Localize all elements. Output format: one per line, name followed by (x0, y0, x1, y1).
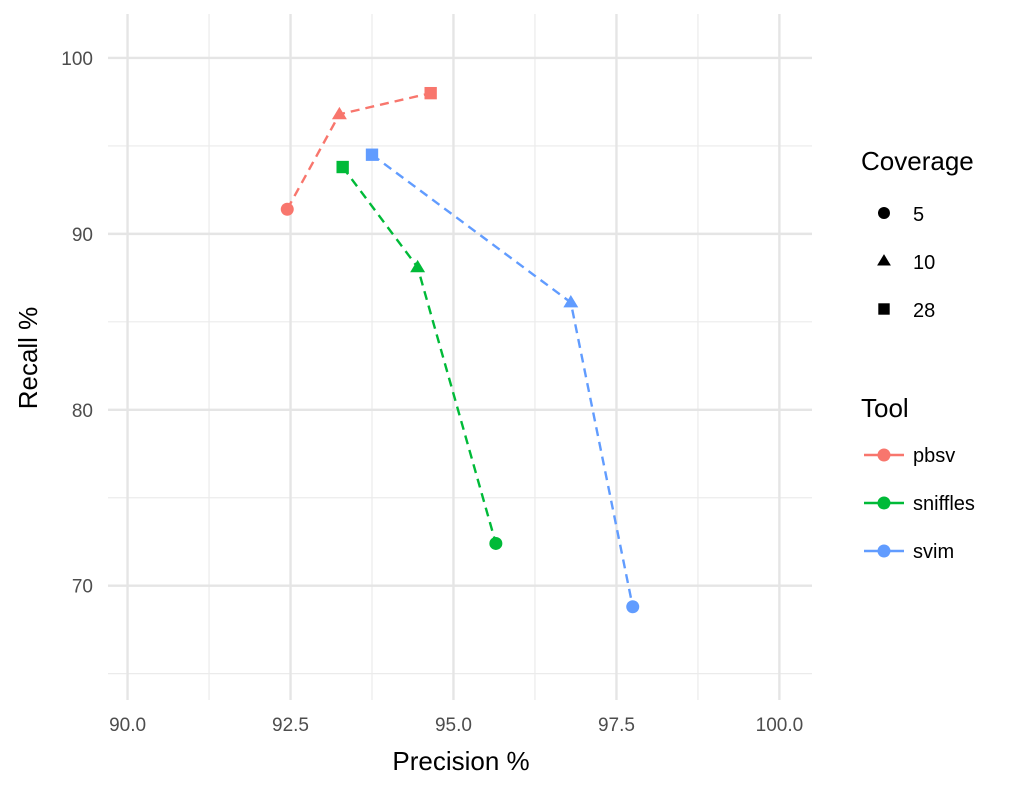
tool-legend-key-sniffles (864, 496, 904, 510)
data-point-sniffles-cov5 (489, 536, 503, 550)
tool-legend-label: sniffles (913, 493, 975, 515)
data-point-pbsv-cov28 (424, 86, 437, 100)
data-point-sniffles-cov28 (336, 160, 349, 174)
x-tick-label: 97.5 (598, 715, 635, 736)
x-tick-label: 100.0 (756, 715, 804, 736)
x-tick-label: 95.0 (435, 715, 472, 736)
series-layer (280, 86, 640, 614)
x-tick-label: 90.0 (109, 715, 146, 736)
series-pbsv (280, 86, 437, 216)
series-line-svim (371, 153, 634, 608)
x-tick-label: 92.5 (272, 715, 309, 736)
tool-legend: Tool pbsv sniffles svim (861, 393, 975, 563)
x-axis-title: Precision % (392, 746, 529, 776)
data-point-svim-cov5 (626, 600, 640, 614)
data-point-svim-cov28 (365, 148, 379, 161)
y-axis-title: Recall % (13, 307, 43, 410)
axes: 90.0 92.5 95.0 97.5 100.0 70 80 90 100 (61, 49, 803, 736)
coverage-legend-key-28 (878, 303, 890, 315)
data-point-sniffles-cov10 (410, 259, 426, 273)
series-svim (365, 148, 640, 614)
data-point-svim-cov10 (563, 295, 579, 308)
coverage-legend-key-5 (878, 207, 890, 219)
coverage-legend-title: Coverage (861, 146, 974, 176)
series-line-sniffles (341, 166, 498, 544)
tool-legend-key-pbsv (864, 448, 904, 462)
tool-legend-label: pbsv (913, 445, 955, 467)
data-point-pbsv-cov5 (280, 202, 294, 216)
tool-legend-label: svim (913, 541, 954, 563)
y-tick-label: 100 (61, 49, 93, 70)
coverage-legend-key-10 (877, 254, 891, 266)
coverage-legend-label: 5 (913, 204, 924, 226)
y-tick-label: 90 (72, 225, 93, 246)
grid (108, 14, 812, 700)
tool-legend-title: Tool (861, 393, 909, 423)
series-line-pbsv (286, 91, 431, 210)
data-point-pbsv-cov10 (331, 106, 347, 120)
y-tick-label: 80 (72, 401, 93, 422)
coverage-legend: Coverage 5 10 28 (861, 146, 974, 322)
y-tick-label: 70 (72, 577, 93, 598)
tool-legend-key-svim (864, 544, 904, 558)
series-sniffles (336, 160, 503, 550)
coverage-legend-label: 28 (913, 300, 935, 322)
coverage-legend-label: 10 (913, 252, 935, 274)
